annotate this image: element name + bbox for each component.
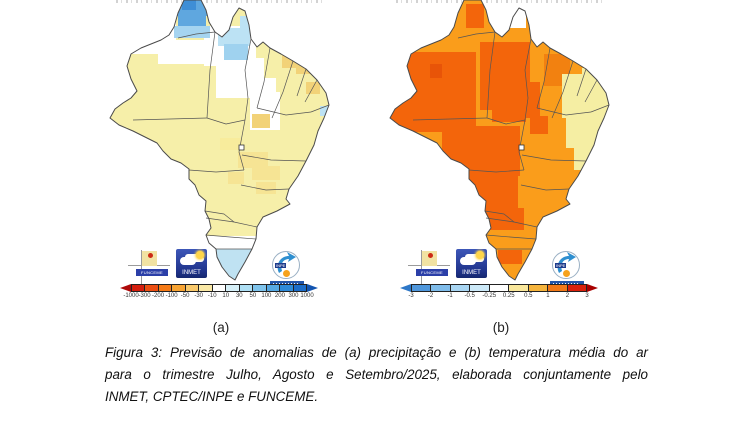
precipitation-anomaly-map bbox=[109, 0, 330, 281]
colorbar-tick-label: -200 bbox=[152, 293, 165, 299]
cloud-icon bbox=[180, 257, 196, 265]
colorbar-segment bbox=[185, 285, 200, 291]
colorbar-tick-label: -2 bbox=[427, 293, 434, 299]
colorbar-left-arrow bbox=[400, 284, 411, 292]
colorbar-tick-label: -1 bbox=[447, 293, 453, 299]
temperature-anomaly-map bbox=[389, 0, 610, 281]
panel-b-label: (b) bbox=[492, 320, 510, 335]
funceme-logo-dot bbox=[428, 253, 433, 258]
panel-temperature: FUNCEME INMET INPE -3 -2 -1 -0.5 -0.25 0.25 0.… bbox=[386, 0, 616, 302]
colorbar-segment bbox=[145, 285, 159, 291]
colorbar-right-arrow bbox=[587, 284, 598, 292]
colorbar-segment bbox=[548, 285, 568, 291]
cptec-logo-ball bbox=[563, 270, 570, 277]
sun-icon bbox=[196, 251, 204, 259]
colorbar-tick-label: 3 bbox=[585, 293, 589, 299]
caption-line: INMET, CPTEC/INPE e FUNCEME. bbox=[105, 389, 319, 404]
inpe-logo-label: INPE bbox=[275, 263, 287, 268]
cptec-logo-ball bbox=[283, 270, 290, 277]
colorbar-tick-label: -30 bbox=[194, 293, 204, 299]
colorbar-tick-label: -0.25 bbox=[482, 293, 497, 299]
colorbar-segment bbox=[212, 285, 227, 291]
colorbar-tick-label: 0.5 bbox=[524, 293, 533, 299]
colorbar-segment bbox=[567, 285, 586, 291]
colorbar-left-arrow bbox=[120, 284, 131, 292]
anomaly-patches bbox=[110, 0, 329, 280]
swoosh-arrow-icon bbox=[557, 252, 576, 273]
colorbar-right-arrow bbox=[307, 284, 318, 292]
colorbar-segment bbox=[199, 285, 213, 291]
caption-line: para o trimestre Julho, Agosto e Setembr… bbox=[105, 367, 648, 382]
colorbar-segment bbox=[280, 285, 294, 291]
colorbar-tick-label: 100 bbox=[261, 293, 272, 299]
figure-caption: Figura 3: Previsão de anomalias de (a) p… bbox=[105, 342, 648, 408]
colorbar-tick-label: 1000 bbox=[300, 293, 314, 299]
colorbar-tick-label: 200 bbox=[274, 293, 285, 299]
cptec-inpe-logo: INPE bbox=[550, 251, 584, 287]
colorbar-strip bbox=[411, 284, 587, 292]
colorbar-segment bbox=[266, 285, 281, 291]
cptec-banner bbox=[550, 281, 584, 286]
sun-icon bbox=[476, 251, 484, 259]
colorbar-tick-label: -3 bbox=[408, 293, 414, 299]
funceme-logo: FUNCEME bbox=[128, 250, 174, 286]
colorbar-tick-label: -50 bbox=[180, 293, 190, 299]
colorbar-strip bbox=[131, 284, 307, 292]
cptec-banner bbox=[270, 281, 304, 286]
inmet-logo: INMET bbox=[456, 249, 487, 278]
colorbar-segment bbox=[509, 285, 529, 291]
colorbar-tick-label: -100 bbox=[165, 293, 178, 299]
colorbar-tick-label: -0.5 bbox=[464, 293, 475, 299]
funceme-logo-label: FUNCEME bbox=[416, 269, 448, 276]
caption-line: Figura 3: Previsão de anomalias de (a) p… bbox=[105, 345, 648, 360]
colorbar-segment bbox=[239, 285, 254, 291]
colorbar-segment bbox=[431, 285, 451, 291]
colorbar-tick-label: 50 bbox=[249, 293, 257, 299]
colorbar-tick-label: 1 bbox=[546, 293, 550, 299]
inmet-logo-label: INMET bbox=[182, 270, 201, 276]
funceme-logo-square bbox=[422, 251, 437, 266]
funceme-logo-line bbox=[141, 250, 142, 284]
df-marker bbox=[518, 144, 525, 151]
precipitation-colorbar: -1000 -300 -200 -100 -50 -30 -10 10 30 50 100 200 30… bbox=[120, 284, 318, 301]
colorbar-tick-label: 300 bbox=[288, 293, 299, 299]
cropped-title-remnant bbox=[116, 0, 322, 3]
funceme-logo-dot bbox=[148, 253, 153, 258]
temperature-colorbar: -3 -2 -1 -0.5 -0.25 0.25 0.5 1 2 3 bbox=[400, 284, 598, 301]
df-marker bbox=[238, 144, 245, 151]
colorbar-tick-label: -1000 bbox=[123, 293, 139, 299]
colorbar-tick-label: 2 bbox=[565, 293, 570, 299]
colorbar-segment bbox=[412, 285, 432, 291]
cloud-icon bbox=[460, 257, 476, 265]
colorbar-tick-label: 0.25 bbox=[502, 293, 515, 299]
colorbar-segment bbox=[226, 285, 240, 291]
inpe-logo-label: INPE bbox=[555, 263, 567, 268]
colorbar-segment bbox=[470, 285, 490, 291]
inmet-logo-label: INMET bbox=[462, 270, 481, 276]
funceme-logo-line bbox=[421, 250, 422, 284]
colorbar-segment bbox=[489, 285, 510, 291]
cptec-inpe-logo: INPE bbox=[270, 251, 304, 287]
colorbar-segment bbox=[253, 285, 267, 291]
anomaly-patches bbox=[390, 0, 609, 280]
colorbar-tick-label: 10 bbox=[222, 293, 230, 299]
panel-a-label: (a) bbox=[212, 320, 230, 335]
funceme-logo: FUNCEME bbox=[408, 250, 454, 286]
cropped-title-remnant bbox=[396, 0, 602, 3]
colorbar-segment bbox=[132, 285, 146, 291]
colorbar-segment bbox=[528, 285, 549, 291]
colorbar-tick-label: 30 bbox=[235, 293, 243, 299]
colorbar-segment bbox=[450, 285, 471, 291]
funceme-logo-label: FUNCEME bbox=[136, 269, 168, 276]
colorbar-segment bbox=[172, 285, 186, 291]
colorbar-tick-label: -10 bbox=[207, 293, 217, 299]
panel-precipitation: FUNCEME INMET INPE -1000 -300 -200 -100 -50-… bbox=[106, 0, 336, 302]
funceme-logo-square bbox=[142, 251, 157, 266]
colorbar-segment bbox=[293, 285, 307, 291]
colorbar-tick-label: -300 bbox=[138, 293, 151, 299]
swoosh-arrow-icon bbox=[277, 252, 296, 273]
colorbar-segment bbox=[158, 285, 173, 291]
inmet-logo: INMET bbox=[176, 249, 207, 278]
